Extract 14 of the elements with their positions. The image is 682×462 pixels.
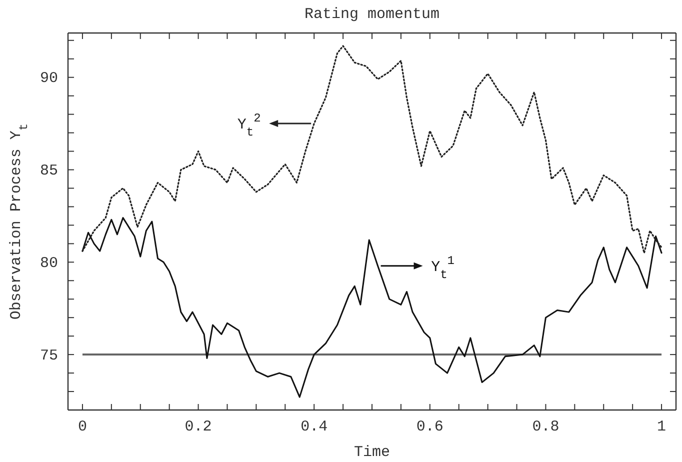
x-axis-title: Time [354,444,390,461]
y-tick-label: 75 [40,347,58,364]
x-tick-label: 0.4 [300,418,328,436]
x-tick-label: 0.2 [184,418,212,436]
line-series [82,45,662,254]
x-tick-label: 0.8 [532,418,560,436]
x-tick-label: 1 [657,418,666,436]
y-tick-label: 85 [40,162,58,180]
x-tick-label: 0.6 [416,418,444,436]
line-series [82,217,662,398]
x-tick-label: 0 [78,418,87,436]
y-tick-label: 90 [40,70,58,88]
y-tick-label: 80 [40,254,58,272]
chart-title: Rating momentum [304,6,440,23]
